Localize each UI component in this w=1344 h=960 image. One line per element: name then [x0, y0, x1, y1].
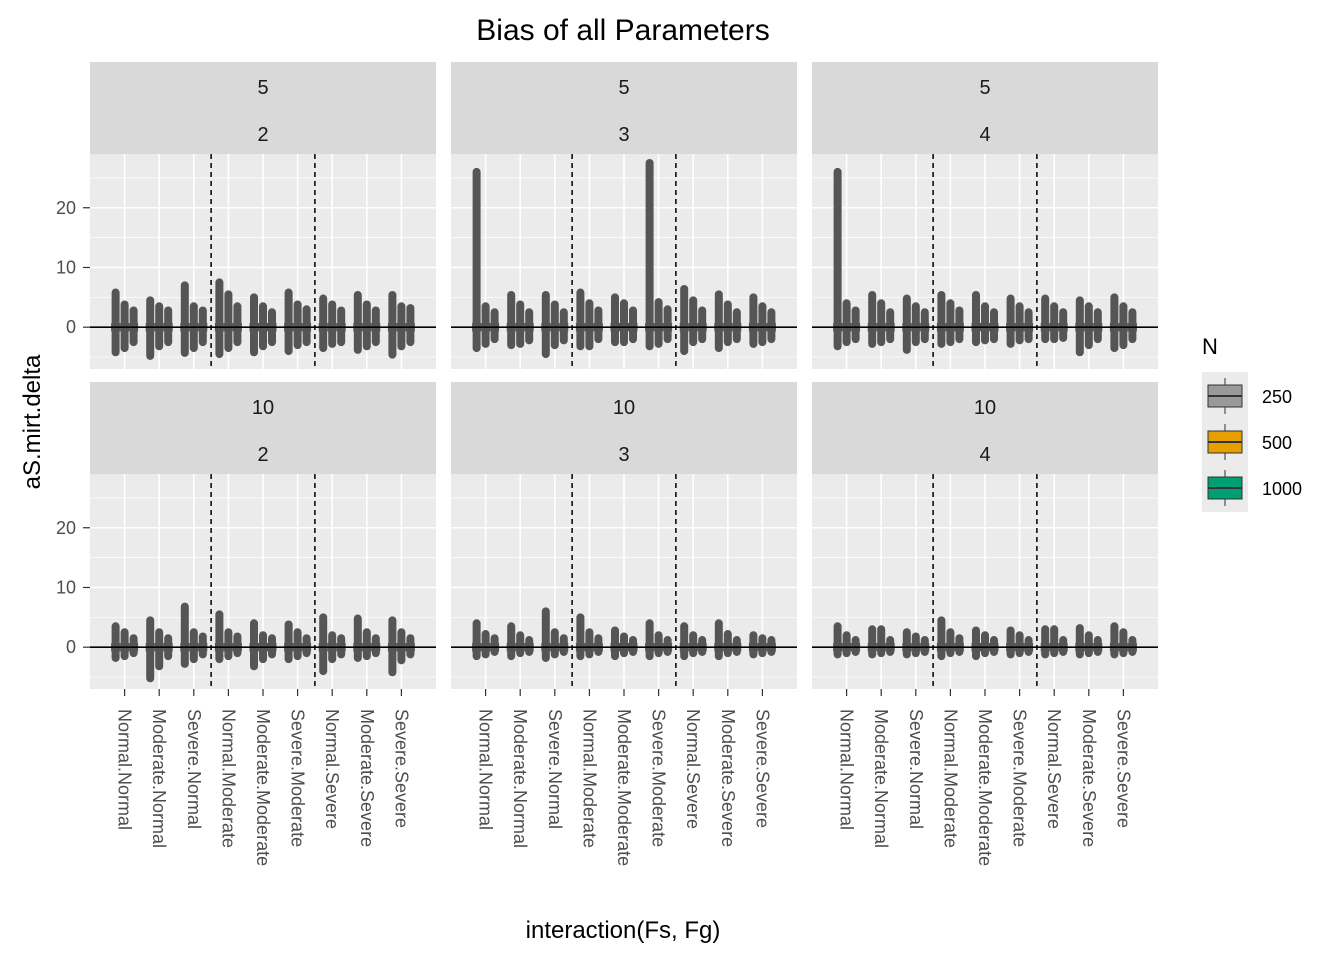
y-tick-label: 10	[56, 577, 76, 597]
strip-label-row: 10	[974, 397, 996, 419]
x-tick-label: Normal.Moderate	[940, 709, 960, 848]
x-tick-label: Severe.Normal	[545, 709, 565, 829]
x-tick-label: Normal.Normal	[837, 709, 857, 830]
x-tick-label: Normal.Normal	[115, 709, 135, 830]
x-tick-label: Normal.Moderate	[579, 709, 599, 848]
x-axes: Normal.Normal Moderate.Normal Severe.Norma…	[115, 689, 1133, 866]
legend-entry: 250	[1207, 378, 1292, 414]
strip-label-row: 10	[252, 397, 274, 419]
strip-label-col: 2	[257, 444, 268, 466]
facet-strip	[451, 382, 797, 474]
x-tick-label: Severe.Severe	[391, 709, 411, 828]
x-tick-label: Moderate.Normal	[871, 709, 891, 848]
x-tick-label: Moderate.Normal	[149, 709, 169, 848]
x-tick-label: Moderate.Severe	[357, 709, 377, 847]
x-tick-label: Normal.Normal	[476, 709, 496, 830]
facet-panel: 10 4	[812, 382, 1158, 689]
strip-label-row: 5	[979, 77, 990, 99]
series-1000	[129, 302, 415, 347]
series-1000	[490, 634, 776, 656]
x-tick-label: Severe.Normal	[906, 709, 926, 829]
y-tick-label: 0	[66, 637, 76, 657]
x-tick-label: Severe.Normal	[184, 709, 204, 829]
x-tick-label: Moderate.Severe	[1079, 709, 1099, 847]
x-tick-label: Moderate.Moderate	[975, 709, 995, 866]
x-tick-label: Severe.Severe	[1113, 709, 1133, 828]
facet-strip	[812, 62, 1158, 154]
series-500	[481, 628, 767, 659]
legend-label: 250	[1262, 387, 1292, 407]
strip-label-row: 5	[257, 77, 268, 99]
x-tick-label: Severe.Moderate	[649, 709, 669, 847]
x-tick-label: Severe.Severe	[752, 709, 772, 828]
series-1000	[490, 305, 776, 345]
legend-keys: 250 500 1000	[1207, 378, 1302, 506]
y-tick-label: 20	[56, 198, 76, 218]
x-tick-label: Moderate.Normal	[510, 709, 530, 848]
series-500	[842, 299, 1128, 350]
y-axis-title: aS.mirt.delta	[19, 354, 46, 489]
facet-panel: 10 2	[90, 382, 436, 689]
y-tick-label: 20	[56, 518, 76, 538]
facet-strip	[90, 62, 436, 154]
x-tick-label: Normal.Severe	[322, 709, 342, 829]
legend-entry: 500	[1207, 424, 1292, 460]
legend-label: 500	[1262, 433, 1292, 453]
series-1000	[851, 634, 1137, 656]
series-500	[481, 296, 767, 351]
facet-strip	[90, 382, 436, 474]
legend: N 250 500 1000	[1202, 334, 1302, 512]
x-tick-label: Moderate.Moderate	[253, 709, 273, 866]
strip-label-col: 4	[979, 444, 990, 466]
facet-panel: 54	[812, 62, 1158, 369]
strip-label-row: 5	[618, 77, 629, 99]
legend-entry: 1000	[1207, 470, 1302, 506]
y-tick-label: 10	[56, 257, 76, 277]
x-tick-label: Severe.Moderate	[1010, 709, 1030, 847]
strip-label-row: 10	[613, 397, 635, 419]
series-1000	[129, 632, 415, 661]
facet-strip	[812, 382, 1158, 474]
strip-label-col: 4	[979, 124, 990, 146]
facet-panel: 10 3	[451, 382, 797, 689]
x-tick-label: Severe.Moderate	[288, 709, 308, 847]
facet-strip	[451, 62, 797, 154]
x-tick-label: Moderate.Severe	[718, 709, 738, 847]
series-1000	[851, 306, 1137, 344]
y-tick-label: 0	[66, 317, 76, 337]
x-tick-label: Normal.Severe	[1044, 709, 1064, 829]
x-axis-title: interaction(Fs, Fg)	[526, 917, 721, 944]
x-tick-label: Moderate.Moderate	[614, 709, 634, 866]
facet-panel: 53	[451, 62, 797, 369]
chart-title: Bias of all Parameters	[476, 14, 769, 47]
legend-label: 1000	[1262, 479, 1302, 499]
y-axes: 0 10 20 0 10 20	[56, 198, 90, 657]
facet-panel: 52	[90, 62, 436, 369]
strip-label-col: 3	[618, 124, 629, 146]
strip-label-col: 3	[618, 444, 629, 466]
x-tick-label: Normal.Moderate	[218, 709, 238, 848]
strip-label-col: 2	[257, 124, 268, 146]
x-tick-label: Normal.Severe	[683, 709, 703, 829]
legend-title: N	[1202, 334, 1218, 359]
